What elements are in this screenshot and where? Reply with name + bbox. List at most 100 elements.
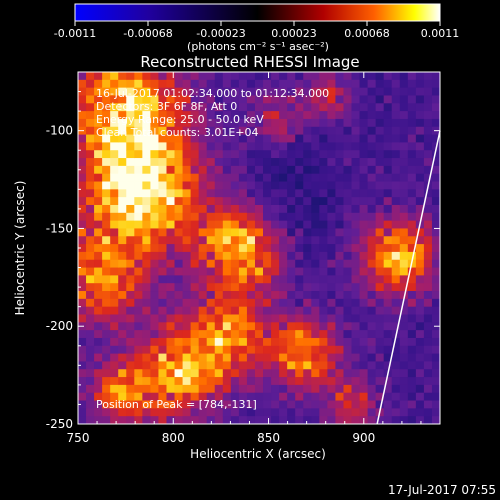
heatmap-cell xyxy=(311,204,320,214)
heatmap-cell xyxy=(222,244,232,253)
heatmap-cell xyxy=(222,212,232,222)
heatmap-cell xyxy=(319,204,328,214)
heatmap-cell xyxy=(206,95,216,104)
heatmap-cell xyxy=(319,111,328,120)
heatmap-cell xyxy=(158,173,167,182)
heatmap-cell xyxy=(78,361,87,370)
heatmap-cell xyxy=(359,228,368,237)
heatmap-cell xyxy=(407,384,417,394)
heatmap-cell xyxy=(142,134,151,143)
heatmap-cell xyxy=(407,111,417,120)
heatmap-cell xyxy=(78,236,87,245)
heatmap-cell xyxy=(351,111,360,120)
heatmap-cell xyxy=(118,103,127,112)
heatmap-cell xyxy=(383,173,393,182)
heatmap-cell xyxy=(295,298,304,308)
heatmap-cell xyxy=(230,158,240,167)
heatmap-cell xyxy=(190,322,200,331)
heatmap-cell xyxy=(254,361,264,370)
heatmap-cell xyxy=(206,416,216,425)
heatmap-cell xyxy=(246,173,256,182)
x-tick-label: 850 xyxy=(257,431,280,445)
heatmap-cell xyxy=(110,345,119,354)
heatmap-cell xyxy=(343,236,352,245)
heatmap-cell xyxy=(142,384,151,394)
heatmap-cell xyxy=(86,189,95,198)
heatmap-cell xyxy=(150,259,159,268)
heatmap-cell xyxy=(335,126,344,135)
heatmap-cell xyxy=(166,79,175,89)
heatmap-cell xyxy=(166,72,175,81)
heatmap-cell xyxy=(126,189,135,198)
heatmap-cell xyxy=(399,322,409,331)
heatmap-cell xyxy=(174,392,183,401)
heatmap-cell xyxy=(319,298,328,308)
heatmap-cell xyxy=(134,267,143,276)
heatmap-cell xyxy=(375,111,385,120)
heatmap-cell xyxy=(230,259,240,268)
heatmap-cell xyxy=(150,134,159,143)
heatmap-cell xyxy=(295,244,304,253)
heatmap-cell xyxy=(367,392,377,401)
heatmap-cell xyxy=(174,220,183,229)
heatmap-cell xyxy=(86,283,95,292)
heatmap-cell xyxy=(359,322,368,331)
heatmap-cell xyxy=(126,126,135,135)
heatmap-cell xyxy=(343,212,352,222)
heatmap-cell xyxy=(102,189,111,198)
heatmap-cell xyxy=(359,150,368,159)
heatmap-cell xyxy=(142,330,151,339)
heatmap-cell xyxy=(415,189,425,198)
heatmap-cell xyxy=(335,111,344,120)
heatmap-cell xyxy=(86,353,95,362)
heatmap-cell xyxy=(86,197,95,206)
heatmap-cell xyxy=(303,392,312,401)
heatmap-cell xyxy=(375,236,385,245)
heatmap-cell xyxy=(343,72,352,81)
heatmap-cell xyxy=(238,400,248,409)
heatmap-cell xyxy=(254,251,264,261)
heatmap-cell xyxy=(190,314,200,323)
heatmap-cell xyxy=(86,134,95,143)
heatmap-cell xyxy=(335,369,344,378)
heatmap-cell xyxy=(206,275,216,284)
heatmap-cell xyxy=(271,416,280,425)
heatmap-cell xyxy=(78,330,87,339)
heatmap-cell xyxy=(359,400,368,409)
heatmap-cell xyxy=(174,369,183,378)
heatmap-cell xyxy=(118,228,127,237)
heatmap-cell xyxy=(102,103,111,112)
heatmap-cell xyxy=(158,212,167,222)
heatmap-cell xyxy=(214,400,224,409)
heatmap-cell xyxy=(110,165,119,175)
heatmap-cell xyxy=(431,165,441,175)
heatmap-cell xyxy=(351,275,360,284)
heatmap-cell xyxy=(335,291,344,300)
heatmap-cell xyxy=(246,384,256,394)
heatmap-cell xyxy=(343,314,352,323)
heatmap-cell xyxy=(246,181,256,190)
heatmap-cell xyxy=(415,400,425,409)
heatmap-cell xyxy=(319,345,328,354)
heatmap-cell xyxy=(198,95,208,104)
heatmap-cell xyxy=(238,283,248,292)
heatmap-cell xyxy=(287,251,296,261)
heatmap-cell xyxy=(335,72,344,81)
heatmap-cell xyxy=(263,72,272,81)
heatmap-cell xyxy=(230,384,240,394)
heatmap-cell xyxy=(311,275,320,284)
heatmap-cell xyxy=(222,369,232,378)
heatmap-cell xyxy=(279,369,288,378)
heatmap-cell xyxy=(391,400,401,409)
heatmap-cell xyxy=(287,72,296,81)
heatmap-cell xyxy=(78,283,87,292)
heatmap-cell xyxy=(423,158,433,167)
heatmap-cell xyxy=(214,384,224,394)
heatmap-cell xyxy=(399,72,409,81)
heatmap-cell xyxy=(295,369,304,378)
heatmap-cell xyxy=(399,197,409,206)
heatmap-cell xyxy=(246,330,256,339)
heatmap-cell xyxy=(238,158,248,167)
heatmap-cell xyxy=(142,95,151,104)
heatmap-cell xyxy=(78,306,87,315)
